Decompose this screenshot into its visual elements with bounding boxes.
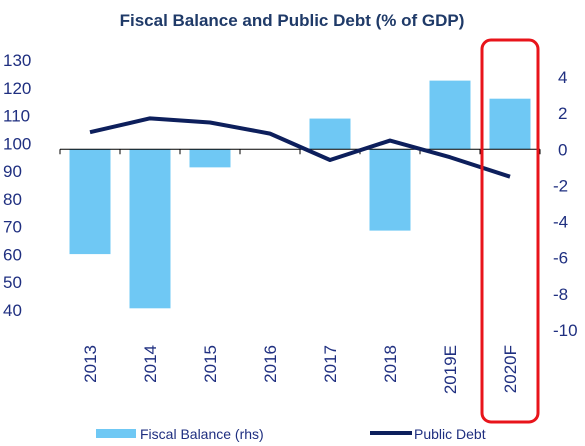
left-tick-label: 60 [3,245,22,264]
right-tick-label: -2 [553,176,568,195]
right-tick-label: -4 [553,213,568,232]
right-tick-label: -6 [553,249,568,268]
bar [369,149,411,231]
left-axis-ticks: 130 120 110 100 90 80 70 60 50 40 [3,51,31,320]
bar [489,98,531,150]
left-tick-label: 70 [3,218,22,237]
category-label: 2013 [81,345,100,383]
public-debt-line [89,116,511,179]
category-labels: 2013 2014 2015 2016 2017 2018 2019E 2020F [81,345,520,394]
bar [429,80,471,150]
legend-swatch-fiscal-balance [96,429,136,438]
right-axis-ticks: 4 2 0 -2 -4 -6 -8 -10 [553,68,578,340]
legend-label-public-debt: Public Debt [414,426,486,442]
bar [309,118,351,150]
category-label: 2014 [141,345,160,383]
legend: Fiscal Balance (rhs) Public Debt [96,426,486,442]
fiscal-balance-bars [69,80,531,309]
left-tick-label: 50 [3,273,22,292]
category-label: 2015 [201,345,220,383]
chart-title: Fiscal Balance and Public Debt (% of GDP… [120,11,465,30]
bar [189,149,231,168]
left-tick-label: 110 [3,107,30,126]
right-tick-label: -8 [553,285,568,304]
left-tick-label: 100 [3,134,31,153]
left-tick-label: 40 [3,301,22,320]
right-tick-label: -10 [553,321,578,340]
left-tick-label: 120 [3,79,31,98]
left-tick-label: 130 [3,51,31,70]
bar [129,149,171,309]
category-label: 2019E [441,345,460,394]
category-label: 2020F [501,345,520,393]
right-tick-label: 2 [558,104,567,123]
category-label: 2018 [381,345,400,383]
right-tick-label: 0 [558,140,567,159]
category-label: 2016 [261,345,280,383]
left-tick-label: 80 [3,190,22,209]
forecast-highlight-box [480,38,540,424]
legend-label-fiscal-balance: Fiscal Balance (rhs) [140,426,264,442]
bar [69,149,111,255]
right-tick-label: 4 [558,68,567,87]
left-tick-label: 90 [3,162,22,181]
category-label: 2017 [321,345,340,383]
